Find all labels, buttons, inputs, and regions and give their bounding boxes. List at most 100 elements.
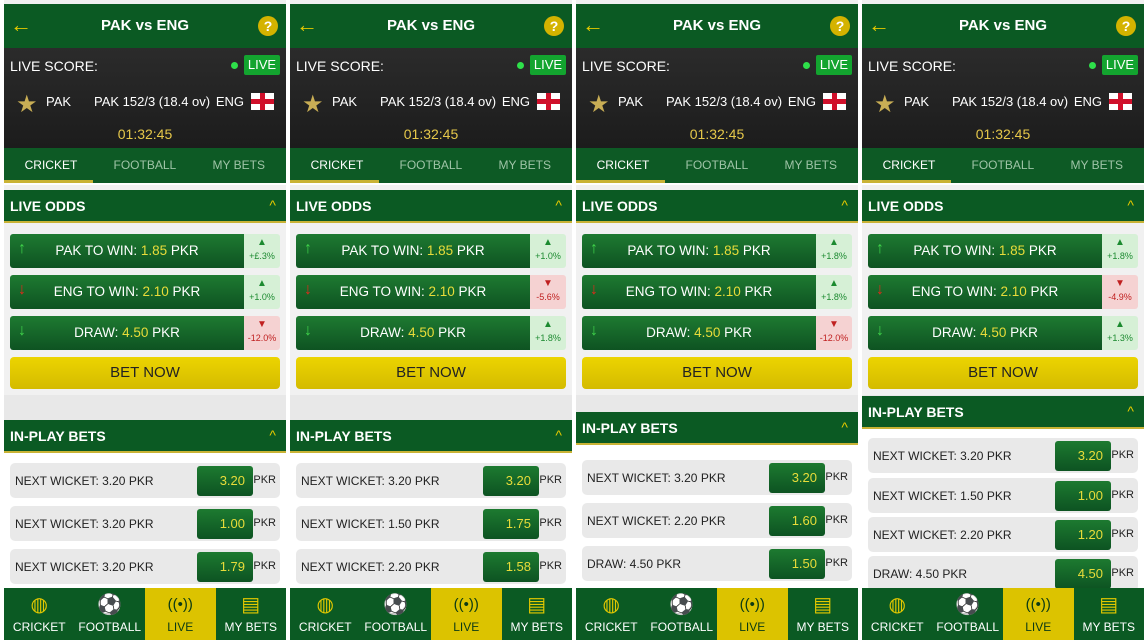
nav-cricket[interactable]: ◍ CRICKET — [4, 588, 75, 640]
odds-button[interactable]: ↓ DRAW: 4.50 PKR — [296, 316, 530, 350]
odds-button[interactable]: ↑ PAK TO WIN: 1.85 PKR — [10, 234, 244, 268]
tab-cricket[interactable]: CRICKET — [310, 158, 364, 172]
nav-football[interactable]: ⚽ FOOTBALL — [647, 588, 718, 640]
in-play-header[interactable]: IN-PLAY BETS ^ — [862, 396, 1144, 429]
back-arrow-icon[interactable]: ← — [10, 12, 32, 37]
odds-button[interactable]: ↑ PAK TO WIN: 1.85 PKR — [296, 234, 530, 268]
bet-odds-button[interactable]: 4.50 — [1055, 559, 1111, 589]
chevron-up-icon[interactable]: ^ — [269, 197, 276, 213]
odds-button[interactable]: ↓ ENG TO WIN: 2.10 PKR — [10, 275, 244, 309]
nav-cricket[interactable]: ◍ CRICKET — [576, 588, 647, 640]
odds-button[interactable]: ↑ PAK TO WIN: 1.85 PKR — [868, 234, 1102, 268]
odds-value: 4.50 — [122, 325, 149, 340]
odds-button[interactable]: ↓ DRAW: 4.50 PKR — [868, 316, 1102, 350]
cricket-ball-icon: ◍ — [316, 594, 334, 616]
bet-odds-button[interactable]: 1.00 — [1055, 481, 1111, 511]
odds-button[interactable]: ↓ ENG TO WIN: 2.10 PKR — [868, 275, 1102, 309]
back-arrow-icon[interactable]: ← — [582, 12, 604, 37]
back-arrow-icon[interactable]: ← — [296, 12, 318, 37]
chevron-up-icon[interactable]: ^ — [841, 419, 848, 435]
bet-odds-button[interactable]: 1.75 — [483, 509, 539, 539]
chevron-up-icon[interactable]: ^ — [269, 427, 276, 443]
chevron-up-icon[interactable]: ^ — [555, 197, 562, 213]
chevron-up-icon[interactable]: ^ — [1127, 403, 1134, 419]
bet-odds-button[interactable]: 1.00 — [197, 509, 253, 539]
nav-football[interactable]: ⚽ FOOTBALL — [361, 588, 432, 640]
bet-odds-button[interactable]: 1.50 — [769, 549, 825, 579]
nav-my-bets[interactable]: ▤ MY BETS — [788, 588, 859, 640]
nav-my-bets[interactable]: ▤ MY BETS — [1074, 588, 1145, 640]
team2-name: ENG — [1073, 94, 1102, 109]
nav-live[interactable]: ((•)) LIVE — [1003, 588, 1074, 640]
bet-odds-button[interactable]: 3.20 — [197, 466, 253, 496]
screen-panel: ← PAK vs ENG? LIVE SCORE: LIVE ★ PAK PAK 152/3… — [862, 0, 1144, 640]
live-odds-header[interactable]: LIVE ODDS ^ — [290, 190, 572, 223]
help-button[interactable]: ? — [258, 16, 278, 36]
odds-unit: PKR — [458, 284, 487, 299]
nav-live[interactable]: ((•)) LIVE — [431, 588, 502, 640]
arrow-down-icon: ↓ — [304, 322, 312, 339]
odds-value: 4.50 — [408, 325, 435, 340]
nav-my-bets[interactable]: ▤ MY BETS — [502, 588, 573, 640]
live-odds-header[interactable]: LIVE ODDS ^ — [4, 190, 286, 223]
bet-odds-button[interactable]: 3.20 — [483, 466, 539, 496]
currency-label: PKR — [825, 514, 848, 526]
bet-odds-button[interactable]: 3.20 — [769, 463, 825, 493]
in-play-header[interactable]: IN-PLAY BETS ^ — [576, 412, 858, 445]
help-button[interactable]: ? — [830, 16, 850, 36]
back-arrow-icon[interactable]: ← — [868, 12, 890, 37]
bet-now-button[interactable]: BET NOW — [582, 357, 852, 389]
tab-my-bets[interactable]: MY BETS — [212, 158, 265, 172]
triangle-up-icon: ▲ — [829, 278, 839, 289]
arrow-up-icon: ↑ — [876, 240, 884, 257]
bet-odds-button[interactable]: 3.20 — [1055, 441, 1111, 471]
nav-live[interactable]: ((•)) LIVE — [717, 588, 788, 640]
nav-cricket[interactable]: ◍ CRICKET — [862, 588, 933, 640]
odds-button[interactable]: ↓ DRAW: 4.50 PKR — [582, 316, 816, 350]
triangle-up-icon: ▲ — [1115, 319, 1125, 330]
bet-now-button[interactable]: BET NOW — [296, 357, 566, 389]
odds-button[interactable]: ↓ ENG TO WIN: 2.10 PKR — [296, 275, 530, 309]
triangle-up-icon: ▲ — [1115, 237, 1125, 248]
tab-my-bets[interactable]: MY BETS — [784, 158, 837, 172]
tab-cricket[interactable]: CRICKET — [882, 158, 936, 172]
help-button[interactable]: ? — [1116, 16, 1136, 36]
nav-label: CRICKET — [584, 620, 638, 634]
nav-football[interactable]: ⚽ FOOTBALL — [75, 588, 146, 640]
odds-label: PAK TO WIN: — [627, 243, 710, 258]
odds-button[interactable]: ↓ DRAW: 4.50 PKR — [10, 316, 244, 350]
nav-my-bets[interactable]: ▤ MY BETS — [216, 588, 287, 640]
section-divider — [290, 395, 572, 420]
nav-live[interactable]: ((•)) LIVE — [145, 588, 216, 640]
bet-now-button[interactable]: BET NOW — [10, 357, 280, 389]
bet-odds-button[interactable]: 1.20 — [1055, 520, 1111, 550]
tab-cricket[interactable]: CRICKET — [596, 158, 650, 172]
in-play-header[interactable]: IN-PLAY BETS ^ — [290, 420, 572, 453]
chevron-up-icon[interactable]: ^ — [555, 427, 562, 443]
tab-football[interactable]: FOOTBALL — [685, 158, 749, 172]
odds-button[interactable]: ↑ PAK TO WIN: 1.85 PKR — [582, 234, 816, 268]
nav-label: LIVE — [739, 620, 766, 634]
tab-football[interactable]: FOOTBALL — [399, 158, 463, 172]
bet-now-button[interactable]: BET NOW — [868, 357, 1138, 389]
tab-football[interactable]: FOOTBALL — [113, 158, 177, 172]
active-tab-indicator — [4, 180, 93, 183]
live-odds-header[interactable]: LIVE ODDS ^ — [576, 190, 858, 223]
section-title: LIVE ODDS — [582, 198, 658, 214]
odds-button[interactable]: ↓ ENG TO WIN: 2.10 PKR — [582, 275, 816, 309]
in-play-header[interactable]: IN-PLAY BETS ^ — [4, 420, 286, 453]
sport-tabs: CRICKET FOOTBALL MY BETS — [290, 148, 572, 185]
tab-football[interactable]: FOOTBALL — [971, 158, 1035, 172]
bet-odds-button[interactable]: 1.60 — [769, 506, 825, 536]
nav-cricket[interactable]: ◍ CRICKET — [290, 588, 361, 640]
nav-football[interactable]: ⚽ FOOTBALL — [933, 588, 1004, 640]
help-button[interactable]: ? — [544, 16, 564, 36]
tab-my-bets[interactable]: MY BETS — [1070, 158, 1123, 172]
tab-cricket[interactable]: CRICKET — [24, 158, 78, 172]
chevron-up-icon[interactable]: ^ — [841, 197, 848, 213]
bet-odds-button[interactable]: 1.58 — [483, 552, 539, 582]
chevron-up-icon[interactable]: ^ — [1127, 197, 1134, 213]
tab-my-bets[interactable]: MY BETS — [498, 158, 551, 172]
live-odds-header[interactable]: LIVE ODDS ^ — [862, 190, 1144, 223]
bet-odds-button[interactable]: 1.79 — [197, 552, 253, 582]
